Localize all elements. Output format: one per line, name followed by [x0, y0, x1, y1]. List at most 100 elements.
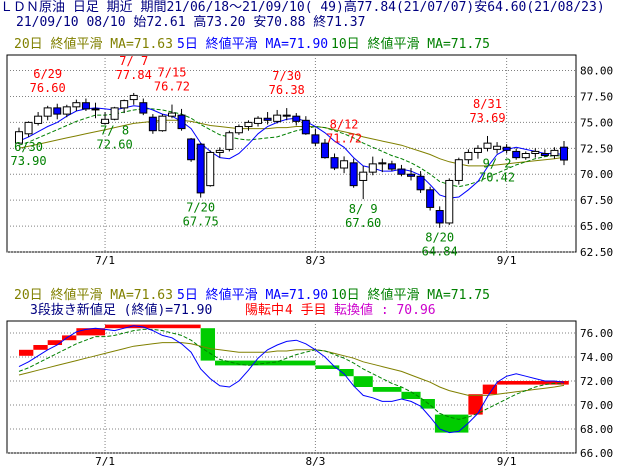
low-annotation-value: 64.84 — [422, 245, 458, 259]
candle-body — [349, 162, 358, 187]
candle-body — [72, 102, 81, 108]
candle-body — [43, 107, 52, 117]
high-annotation-value: 71.72 — [326, 131, 362, 145]
high-annotation-date: 7/ 7 — [119, 54, 148, 68]
bottom-panel-frame — [6, 320, 577, 454]
candle-body — [167, 112, 176, 117]
low-annotation-date: 9/ 2 — [483, 157, 512, 171]
candle-body — [81, 102, 90, 110]
bottom-y-tick-label: 66.00 — [580, 447, 613, 460]
candle-body — [407, 173, 416, 177]
candle-body — [254, 117, 263, 124]
candle-body — [426, 189, 435, 208]
high-annotation-date: 7/15 — [158, 66, 187, 80]
new-price-block — [482, 384, 498, 395]
high-annotation-value: 76.72 — [154, 80, 190, 94]
chart-header-title: ＬＤＮ原油 日足 期近 期間21/06/18～21/09/10( 49)高77.… — [0, 0, 624, 16]
new-price-block — [215, 360, 316, 366]
chart-header-latest-bar: 21/09/10 08/10 始72.61 高73.20 安70.88 終71.… — [16, 15, 366, 30]
bottom-ma10-line — [18, 328, 565, 420]
bottom-legend-ma20: 20日 終値平滑 MA=71.63 — [14, 288, 173, 303]
top-ma5-line — [18, 105, 565, 199]
candle-body — [464, 151, 473, 161]
candle-body — [560, 146, 568, 161]
low-annotation-value: 67.60 — [345, 216, 381, 230]
low-annotation-date: 8/ 9 — [349, 202, 378, 216]
bottom-y-tick-label: 76.00 — [580, 327, 613, 340]
candle-body — [531, 150, 540, 154]
candle-body — [101, 118, 110, 124]
new-price-block — [339, 369, 354, 377]
top-y-tick-label: 72.50 — [580, 142, 613, 155]
candle-body — [397, 168, 406, 175]
top-y-tick-label: 65.00 — [580, 220, 613, 233]
top-panel-frame — [6, 54, 577, 253]
low-annotation-value: 72.60 — [97, 137, 133, 151]
top-y-tick-label: 80.00 — [580, 65, 613, 78]
kagi-title: 3段抜き新値足 (終値)=71.90 — [30, 303, 213, 318]
candle-body — [368, 163, 377, 173]
bottom-ma5-line — [18, 325, 565, 434]
bottom-x-tick-label: 7/1 — [95, 455, 115, 468]
new-price-block — [47, 340, 63, 345]
candle-body — [215, 149, 224, 153]
new-price-block — [33, 345, 48, 350]
top-y-tick-label: 67.50 — [580, 194, 613, 207]
bottom-x-tick-label: 9/1 — [497, 455, 517, 468]
top-legend-ma10: 10日 終値平滑 MA=71.75 — [331, 37, 490, 52]
candle-body — [91, 108, 100, 111]
low-annotation-value: 67.75 — [183, 215, 219, 229]
candle-body — [177, 114, 186, 130]
candle-body — [378, 162, 387, 165]
candle-body — [263, 117, 272, 121]
candle-body — [311, 134, 320, 144]
top-y-tick-label: 62.50 — [580, 246, 613, 259]
low-annotation-date: 6/30 — [14, 140, 43, 154]
new-price-block — [353, 376, 373, 387]
candle-body — [512, 150, 521, 159]
candle-body — [206, 151, 215, 187]
top-y-tick-label: 70.00 — [580, 168, 613, 181]
candle-body — [234, 126, 243, 134]
new-price-block — [105, 324, 201, 329]
low-annotation-date: 7/20 — [186, 201, 215, 215]
top-y-tick-label: 75.00 — [580, 116, 613, 129]
candle-body — [435, 210, 444, 224]
high-annotation-date: 8/31 — [473, 97, 502, 111]
kagi-count: 4 手目 — [285, 303, 327, 318]
top-x-tick-label: 8/3 — [305, 254, 325, 267]
new-price-block — [497, 381, 569, 385]
candle-body — [292, 115, 301, 122]
candle-body — [502, 146, 511, 151]
bottom-legend-ma10: 10日 終値平滑 MA=71.75 — [331, 288, 490, 303]
candle-body — [187, 138, 196, 161]
low-annotation-value: 73.90 — [10, 154, 46, 168]
candle-body — [196, 143, 205, 194]
new-price-block — [76, 328, 106, 336]
high-annotation-value: 73.69 — [469, 111, 505, 125]
kagi-switch-value: 転換値 : 70.96 — [334, 303, 436, 318]
top-x-tick-label: 9/1 — [497, 254, 517, 267]
candle-body — [282, 114, 291, 117]
new-price-block — [468, 394, 483, 415]
high-annotation-value: 77.84 — [116, 68, 152, 82]
top-legend-ma20: 20日 終値平滑 MA=71.63 — [14, 37, 173, 52]
candle-body — [550, 149, 559, 157]
new-price-block — [401, 391, 421, 399]
bottom-y-tick-label: 68.00 — [580, 423, 613, 436]
candle-body — [62, 106, 71, 115]
candle-body — [148, 116, 157, 132]
candle-body — [445, 179, 454, 224]
high-annotation-date: 7/30 — [272, 69, 301, 83]
candle-body — [483, 142, 492, 149]
candle-body — [53, 107, 62, 115]
top-y-tick-label: 77.50 — [580, 90, 613, 103]
candle-body — [244, 121, 253, 128]
candle-body — [225, 132, 234, 150]
candle-body — [129, 94, 138, 101]
candle-body — [540, 153, 549, 157]
bottom-legend-ma5: 5日 終値平滑 MA=71.90 — [177, 288, 329, 303]
high-annotation-value: 76.38 — [269, 83, 305, 97]
new-price-block — [19, 349, 34, 356]
low-annotation-date: 8/20 — [425, 231, 454, 245]
